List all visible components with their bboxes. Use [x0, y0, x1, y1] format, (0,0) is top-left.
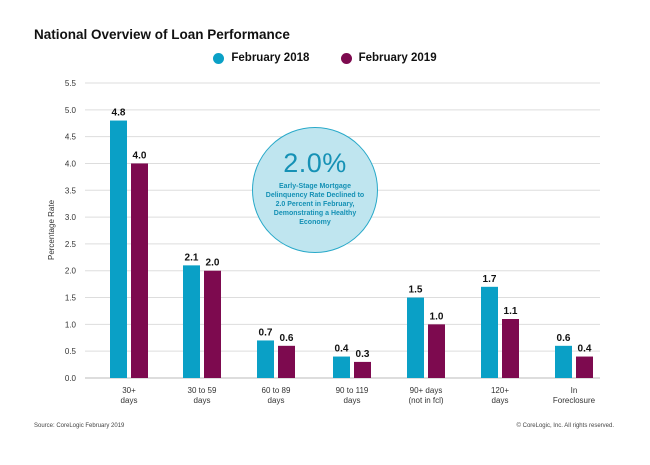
- data-label: 4.8: [112, 108, 126, 119]
- bar-2018: [257, 340, 274, 378]
- x-tick-label: days: [121, 396, 138, 405]
- data-label: 0.4: [335, 344, 349, 355]
- bar-2019: [278, 345, 295, 378]
- y-tick-label: 1.0: [65, 320, 77, 329]
- y-tick-label: 3.5: [65, 186, 77, 195]
- legend-item-2019: February 2019: [340, 52, 437, 64]
- x-tick-label: 90+ days: [410, 386, 443, 395]
- legend-item-2018: February 2018: [213, 52, 309, 64]
- x-tick-label: (not in fcl): [408, 396, 443, 405]
- x-tick-label: 30 to 59: [188, 386, 217, 395]
- data-label: 1.5: [409, 285, 423, 296]
- chart-title: National Overview of Loan Performance: [34, 27, 290, 42]
- data-label: 0.7: [259, 327, 273, 338]
- data-label: 0.6: [280, 333, 294, 344]
- data-label: 1.1: [504, 306, 518, 317]
- data-label: 0.4: [578, 344, 592, 355]
- callout-text: Early-Stage Mortgage Delinquency Rate De…: [265, 183, 365, 226]
- y-tick-label: 2.5: [65, 240, 77, 249]
- x-tick-label: 30+: [122, 386, 136, 395]
- bar-2018: [183, 265, 200, 378]
- data-label: 0.3: [356, 349, 370, 360]
- y-tick-label: 5.0: [65, 106, 77, 115]
- x-tick-label: days: [194, 396, 211, 405]
- bar-2019: [428, 324, 445, 378]
- y-axis-label: Percentage Rate: [47, 199, 56, 260]
- x-tick-label: In: [571, 386, 578, 395]
- x-tick-label: days: [492, 396, 509, 405]
- legend: February 2018 February 2019: [0, 52, 650, 67]
- bar-2018: [110, 120, 127, 378]
- bar-2018: [407, 297, 424, 378]
- source-note: Source: CoreLogic February 2019: [34, 423, 125, 429]
- bar-2019: [131, 163, 148, 378]
- x-tick-label: days: [344, 396, 361, 405]
- bar-2019: [576, 356, 593, 378]
- callout-value: 2.0%: [283, 148, 347, 178]
- y-tick-label: 0.0: [65, 374, 77, 383]
- legend-swatch-2018: [213, 52, 225, 64]
- bar-2019: [502, 319, 519, 378]
- legend-label-2018: February 2018: [231, 52, 310, 64]
- y-tick-label: 5.5: [65, 79, 77, 88]
- bar-2018: [555, 345, 572, 378]
- bar-2019: [204, 270, 221, 378]
- data-label: 2.0: [206, 258, 220, 269]
- y-tick-label: 4.5: [65, 133, 77, 142]
- callout-circle: 2.0% Early-Stage Mortgage Delinquency Ra…: [252, 127, 378, 253]
- data-label: 1.0: [430, 311, 444, 322]
- data-label: 1.7: [483, 274, 497, 285]
- data-label: 0.6: [557, 333, 571, 344]
- y-tick-label: 3.0: [65, 213, 77, 222]
- legend-label-2019: February 2019: [358, 52, 437, 64]
- x-tick-label: days: [268, 396, 285, 405]
- bar-2019: [354, 361, 371, 378]
- data-label: 4.0: [133, 150, 147, 161]
- x-tick-label: 90 to 119: [336, 386, 369, 395]
- x-tick-label: 120+: [491, 386, 509, 395]
- bar-2018: [333, 356, 350, 378]
- y-tick-label: 1.5: [65, 294, 77, 303]
- y-tick-label: 4.0: [65, 159, 77, 168]
- bar-2018: [481, 286, 498, 378]
- legend-swatch-2019: [340, 52, 352, 64]
- x-tick-label: 60 to 89: [262, 386, 291, 395]
- x-tick-label: Foreclosure: [553, 396, 596, 405]
- y-tick-label: 0.5: [65, 347, 77, 356]
- y-tick-label: 2.0: [65, 267, 77, 276]
- copyright-note: © CoreLogic, Inc. All rights reserved.: [516, 423, 614, 429]
- data-label: 2.1: [185, 252, 199, 263]
